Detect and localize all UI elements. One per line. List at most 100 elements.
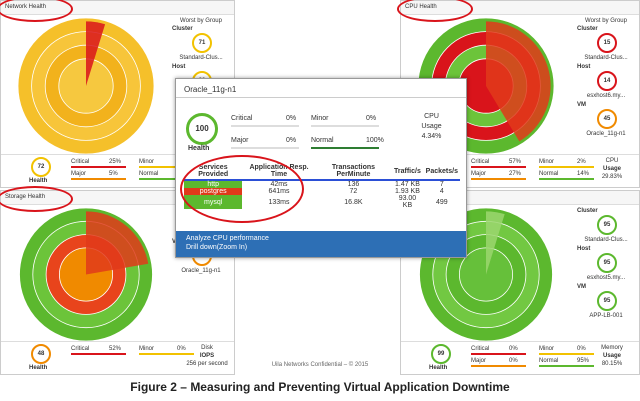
group-name: Standard-Clus... [179, 55, 223, 61]
stat-name: Normal [311, 137, 334, 144]
stat-name: Minor [311, 115, 329, 122]
table-cell: 16.8K [344, 198, 363, 206]
stat-bar [539, 353, 594, 355]
column-header: Packets/s [425, 167, 458, 175]
stat-name: Major [471, 358, 487, 364]
health-ring: 48 [31, 344, 51, 364]
health-label: Health [429, 365, 448, 371]
sunburst [19, 207, 153, 342]
worst-by-group: Worst by Group Cluster 15 Standard-Clus... H… [573, 1, 639, 149]
stat-bar [139, 166, 194, 168]
table-cell: 93.00 KB [398, 195, 417, 209]
worst-by-group: Cluster 95 Standard-Clus... Host 95 esxhost5.… [573, 191, 639, 336]
metric: CPU [605, 158, 619, 164]
stat-value: 0% [286, 115, 297, 122]
stat-bar [471, 353, 526, 355]
stat-bar [71, 166, 126, 168]
group-label: Host [577, 246, 591, 252]
stat-bar [139, 178, 194, 180]
stat-name: Critical [71, 346, 90, 352]
stat-name: Major [71, 171, 87, 177]
stat-bar [231, 125, 299, 127]
group-label: VM [577, 284, 586, 290]
score-ring[interactable]: 15 [597, 33, 617, 53]
stat-value: 14% [577, 171, 590, 177]
table-cell: 499 [435, 198, 448, 206]
group-name: Standard-Clus... [584, 55, 628, 61]
link[interactable]: Analyze CPU performance [186, 235, 269, 242]
stat-value: 0% [509, 358, 518, 364]
stat-value: 57% [509, 159, 522, 165]
vm-name: Oracle_11g-n1 [184, 85, 237, 94]
metric: Usage [602, 353, 621, 359]
score-ring[interactable]: 14 [597, 71, 617, 91]
score-ring[interactable]: 95 [597, 253, 617, 273]
stats-bar: Critical 57% Minor 2% Major 27% Normal 14% CPU Us… [401, 154, 639, 187]
caption: Figure 2 – Measuring and Preventing Virt… [130, 380, 510, 394]
worst-title: Worst by Group [180, 18, 222, 24]
stats-bar: 72HealthCritical25%Minor0%Major5%Normal7… [1, 154, 234, 187]
stat-name: Critical [471, 346, 490, 352]
cpu-usage: 4.34% [421, 133, 442, 140]
panel: Network Health Worst by Group Cluster 71 Sta… [0, 0, 235, 188]
group-label: Host [172, 64, 186, 70]
divider [176, 97, 466, 98]
health-label: Health [29, 365, 48, 371]
group-label: VM [577, 102, 586, 108]
stat-bar [71, 178, 126, 180]
health-ring: 72 [31, 157, 51, 177]
stat-bar [471, 365, 526, 367]
stats-bar: 48 Health Critical 52% Minor 0% Disk IOPS 256 pe… [1, 341, 234, 374]
stat-bar [71, 353, 126, 355]
stat-bar [311, 125, 379, 127]
stat-value: 0% [177, 346, 186, 352]
stat-name: Minor [539, 346, 555, 352]
link-bar: Analyze CPU performance Drill down(Zoom I… [176, 231, 466, 257]
group-name: Oracle_11g-n1 [586, 131, 626, 137]
stat-bar [471, 178, 526, 180]
stat-value: 2% [577, 159, 586, 165]
sunburst [17, 17, 155, 155]
stat-name: Normal [539, 358, 559, 364]
panel: Cluster 95 Standard-Clus... Host 95 esxhost5.… [400, 190, 640, 375]
link[interactable]: Drill down(Zoom In) [186, 244, 248, 251]
sunburst-segment [486, 211, 505, 275]
stat-value: 25% [109, 159, 122, 165]
stats-bar: 99 Health Critical 0% Minor 0% Major 0% Normal 95… [401, 341, 639, 374]
stat-bar [139, 353, 194, 355]
cpu-usage: CPU [424, 113, 439, 120]
stat-bar [539, 365, 594, 367]
score-ring[interactable]: 95 [597, 291, 617, 311]
stat-value: 0% [509, 346, 518, 352]
group-label: Host [577, 64, 591, 70]
health-label: Health [29, 178, 48, 184]
stat-value: 100% [366, 137, 384, 144]
column-header: Transactions PerMinute [331, 164, 376, 178]
table-cell: 136 [347, 181, 360, 188]
stat-name: Minor [139, 346, 155, 352]
stat-name: Critical [71, 159, 90, 165]
score-ring[interactable]: 95 [597, 215, 617, 235]
group-label: Cluster [577, 208, 598, 214]
stat-value: 52% [109, 346, 122, 352]
stat-name: Critical [471, 159, 490, 165]
metric: 29.83% [601, 174, 623, 180]
health-ring: 99 [431, 344, 451, 364]
stat-value: 95% [577, 358, 590, 364]
group-name: Standard-Clus... [584, 237, 628, 243]
stat-name: Minor [539, 159, 555, 165]
metric: IOPS [199, 353, 215, 359]
panel: CPU Health Worst by Group Cluster 15 Standar… [397, 0, 640, 188]
group-name: esxhost6.my... [586, 93, 626, 99]
metric: Memory [601, 345, 623, 351]
metric: Usage [602, 166, 621, 172]
stat-value: 0% [577, 346, 586, 352]
footer: Uila Networks Confidential – © 2015 [271, 362, 369, 368]
worst-title: Worst by Group [585, 18, 627, 24]
stat-bar [231, 147, 299, 149]
stat-value: 0% [366, 115, 377, 122]
score-ring[interactable]: 71 [192, 33, 212, 53]
score-ring[interactable]: 45 [597, 109, 617, 129]
group-label: Cluster [172, 26, 193, 32]
